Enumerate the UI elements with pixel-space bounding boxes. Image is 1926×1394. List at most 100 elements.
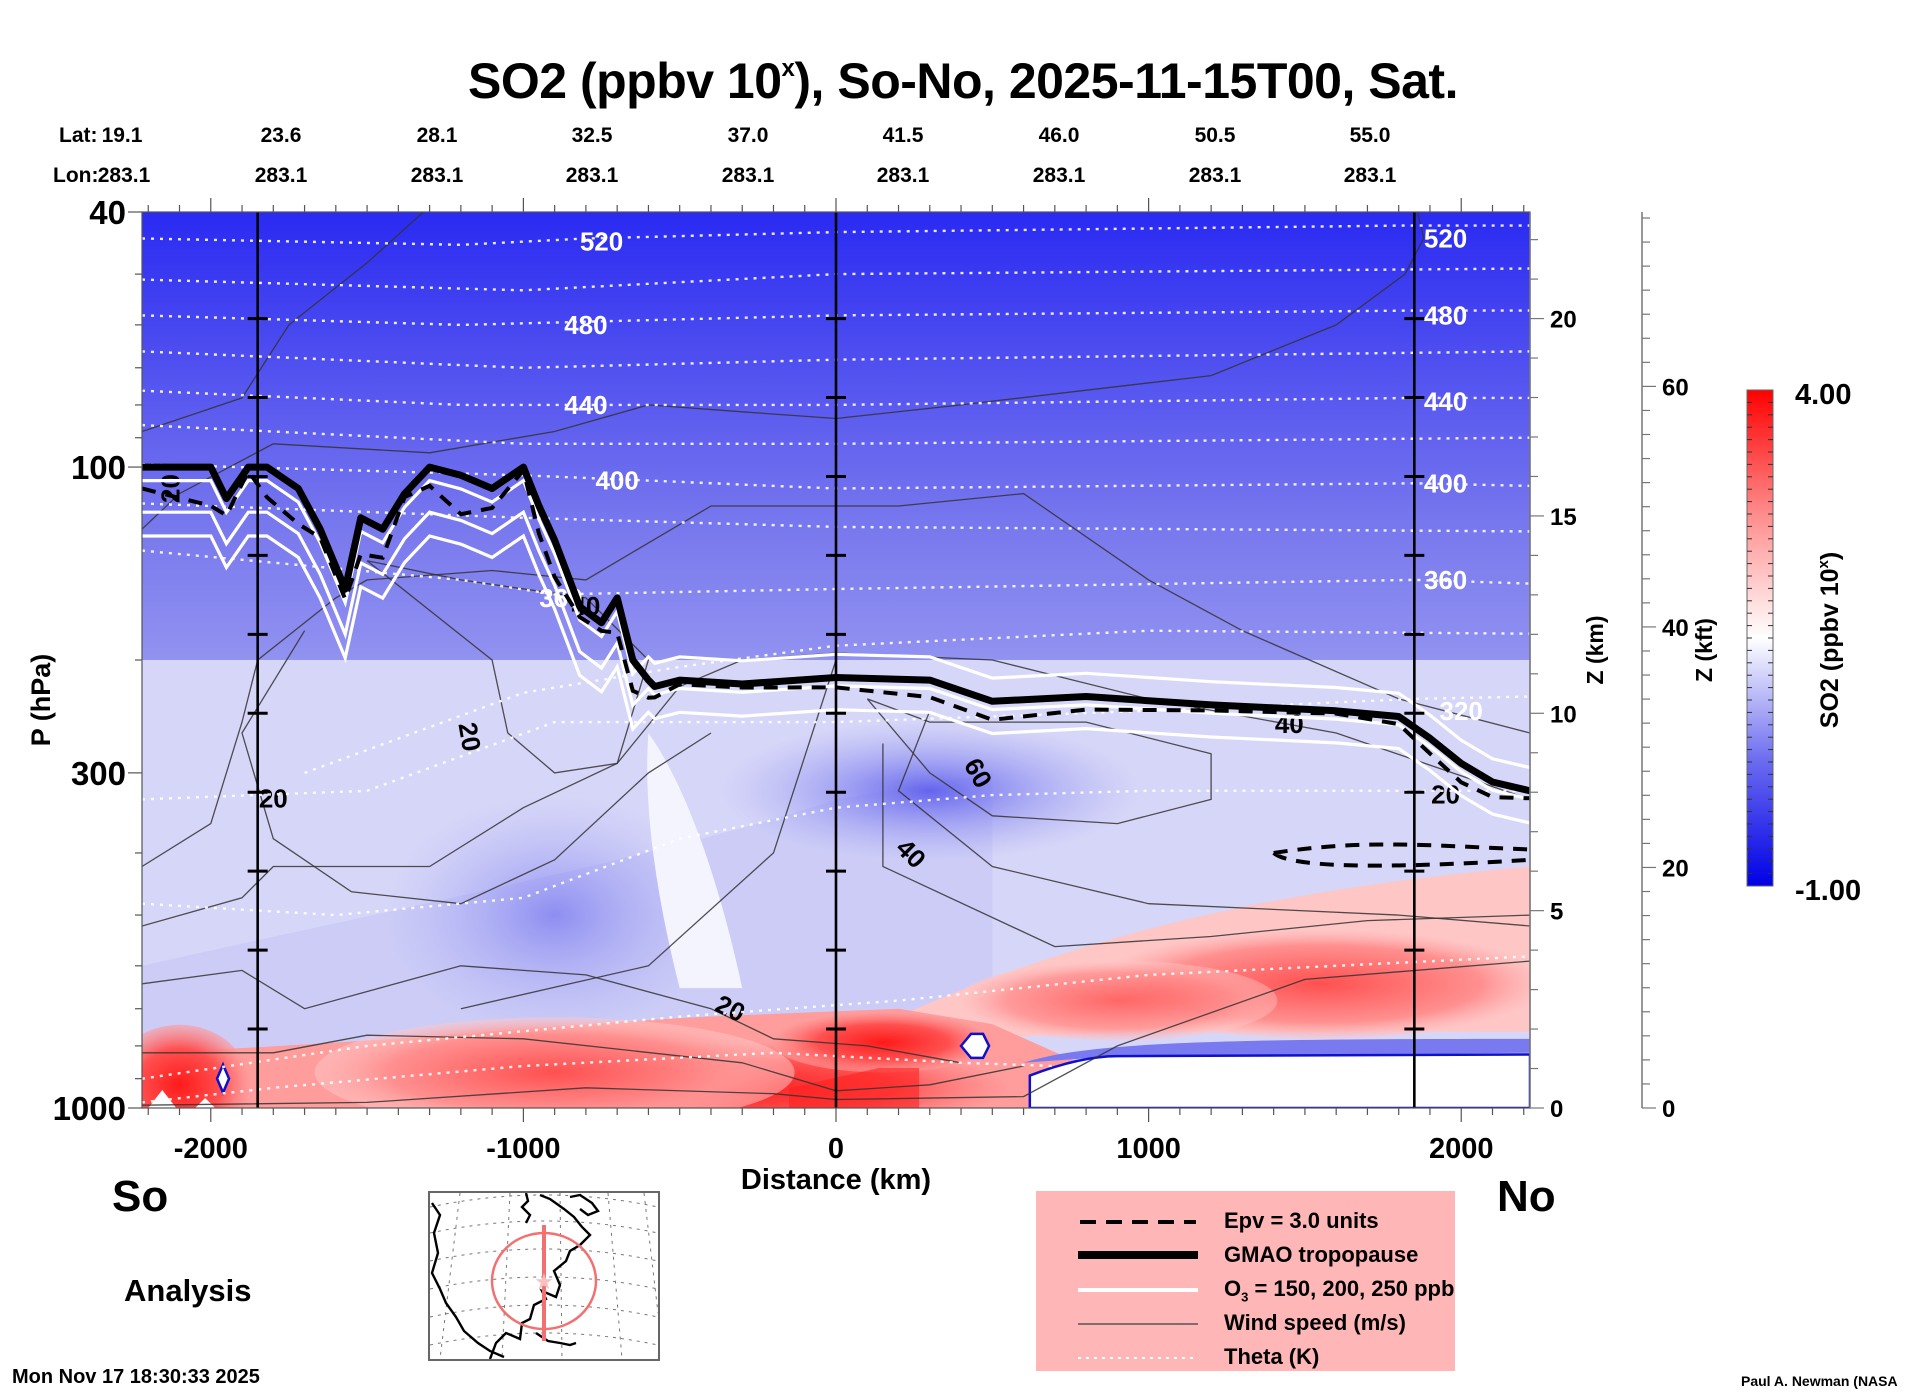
y-tick-label: 1000 bbox=[53, 1090, 126, 1127]
gmao-tropopause-line bbox=[142, 463, 1530, 795]
map-inset: ★ bbox=[428, 1191, 660, 1361]
legend: Epv = 3.0 units GMAO tropopause O3 = 150… bbox=[1036, 1191, 1455, 1371]
lon-value: 283.1 bbox=[1032, 164, 1086, 187]
zkft-axis-label: Z (kft) bbox=[1691, 618, 1717, 682]
missing-data-region bbox=[959, 1032, 991, 1060]
theta-contour-line bbox=[142, 1051, 1055, 1104]
ozone-contour-line bbox=[142, 533, 1530, 825]
wind-speed-contour bbox=[142, 1034, 1024, 1092]
x-tick-label: 2000 bbox=[1429, 1133, 1494, 1165]
lon-value: 283.1 bbox=[721, 164, 775, 187]
lat-value: 28.1 bbox=[416, 124, 458, 147]
theta-contour-line bbox=[142, 502, 1530, 533]
field-blob-low-so2 bbox=[719, 720, 1140, 861]
legend-text-epv: Epv = 3.0 units bbox=[1224, 1208, 1379, 1233]
legend-text-tropopause: GMAO tropopause bbox=[1224, 1242, 1419, 1267]
lon-value: 283.1 bbox=[1188, 164, 1242, 187]
legend-item-tropopause: GMAO tropopause bbox=[1036, 1239, 1455, 1273]
lon-value: 283.1 bbox=[1343, 164, 1397, 187]
chart-title: SO2 (ppbv 10x), So-No, 2025-11-15T00, Sa… bbox=[468, 53, 1458, 109]
x-axis-label: Distance (km) bbox=[740, 1164, 932, 1196]
wind-speed-contour bbox=[241, 630, 712, 905]
field-blob-high-so2 bbox=[772, 1012, 993, 1073]
legend-item-wind: Wind speed (m/s) bbox=[1036, 1307, 1455, 1341]
wind-contour-label: 20 bbox=[259, 784, 288, 814]
y-tick-label: 300 bbox=[71, 755, 126, 792]
legend-text-theta: Theta (K) bbox=[1224, 1344, 1320, 1369]
theta-contour-line bbox=[142, 955, 1530, 1080]
zkm-tick-label: 15 bbox=[1550, 504, 1577, 531]
colorbar-label-superscript: x bbox=[1815, 559, 1832, 568]
south-endpoint-label: So bbox=[112, 1172, 169, 1221]
lat-value: 19.1 bbox=[101, 124, 143, 147]
theta-contour-label: 440 bbox=[564, 390, 607, 420]
wind-contour-label: 20 bbox=[156, 474, 186, 503]
legend-text-wind: Wind speed (m/s) bbox=[1224, 1310, 1406, 1335]
legend-swatch-white bbox=[1078, 1288, 1198, 1292]
field-blob-high-so2 bbox=[314, 1017, 795, 1108]
theta-contour-label: 400 bbox=[1424, 468, 1467, 498]
lat-value: 32.5 bbox=[571, 124, 613, 147]
map-inset-graphic: ★ bbox=[429, 1192, 659, 1360]
lon-row-label: Lon: bbox=[53, 164, 99, 187]
lon-value: 283.1 bbox=[410, 164, 464, 187]
timestamp: Mon Nov 17 18:30:33 2025 bbox=[12, 1366, 260, 1388]
lat-value: 55.0 bbox=[1349, 124, 1391, 147]
theta-contour-label: 480 bbox=[564, 310, 607, 340]
wind-speed-contour bbox=[897, 710, 1530, 927]
wind-speed-contour bbox=[142, 212, 1425, 530]
colorbar-max-label: 4.00 bbox=[1795, 379, 1851, 411]
wind-speed-contour bbox=[460, 659, 837, 1010]
theta-contour-line bbox=[142, 224, 1530, 247]
y-tick-label: 100 bbox=[71, 449, 126, 486]
lat-value: 37.0 bbox=[727, 124, 769, 147]
field-blob-high-so2 bbox=[142, 1024, 250, 1108]
legend-item-ozone: O3 = 150, 200, 250 ppb bbox=[1036, 1273, 1455, 1307]
zkm-tick-label: 10 bbox=[1550, 701, 1577, 728]
theta-contour-label: 520 bbox=[1424, 224, 1467, 254]
y-tick-label: 40 bbox=[89, 194, 126, 231]
theta-contour-label: 480 bbox=[1424, 300, 1467, 330]
x-tick-label: 0 bbox=[828, 1133, 844, 1165]
theta-contour-label: 440 bbox=[1424, 386, 1467, 416]
missing-data-region bbox=[1028, 1053, 1530, 1108]
lat-value: 46.0 bbox=[1038, 124, 1080, 147]
colorbar-label-close: ) bbox=[1816, 552, 1844, 560]
lon-value: 283.1 bbox=[254, 164, 308, 187]
field-blob-high-so2 bbox=[957, 960, 1278, 1041]
wind-speed-contour bbox=[142, 212, 424, 433]
legend-item-epv: Epv = 3.0 units bbox=[1036, 1205, 1455, 1239]
author-credit: Paul A. Newman (NASA bbox=[1741, 1373, 1898, 1389]
wind-speed-contour bbox=[142, 492, 1530, 868]
lon-value: 283.1 bbox=[876, 164, 930, 187]
colorbar-label: SO2 (ppbv 10x) bbox=[1815, 552, 1844, 728]
lat-row-label: Lat: bbox=[59, 124, 98, 147]
legend-text-ozone: O3 = 150, 200, 250 ppb bbox=[1224, 1276, 1455, 1305]
legend-swatch-thin bbox=[1078, 1323, 1198, 1325]
wind-speed-contour bbox=[882, 743, 1530, 948]
missing-data-region bbox=[148, 1090, 216, 1108]
zkft-tick-label: 40 bbox=[1662, 615, 1689, 642]
lon-value: 283.1 bbox=[565, 164, 619, 187]
map-center-star-icon: ★ bbox=[534, 1269, 554, 1294]
theta-contour-label: 400 bbox=[595, 466, 638, 496]
lat-value: 23.6 bbox=[260, 124, 302, 147]
lat-value: 41.5 bbox=[882, 124, 924, 147]
theta-contour-label: 360 bbox=[1424, 565, 1467, 595]
theta-contour-line bbox=[142, 267, 1530, 292]
wind-contour-label: 20 bbox=[452, 720, 487, 754]
theta-contour-line bbox=[142, 423, 1530, 445]
zkm-tick-label: 20 bbox=[1550, 307, 1577, 334]
lon-value: 283.1 bbox=[97, 164, 151, 187]
theta-contour-label: 320 bbox=[1440, 696, 1483, 726]
colorbar-min-label: -1.00 bbox=[1795, 875, 1861, 907]
epv-contour-line bbox=[1272, 842, 1530, 868]
theta-contour-line bbox=[142, 350, 1530, 370]
zkm-axis-label: Z (km) bbox=[1582, 616, 1608, 685]
theta-contour-line bbox=[142, 695, 1530, 801]
ozone-contour-line bbox=[142, 509, 1530, 801]
zkm-tick-label: 5 bbox=[1550, 899, 1563, 926]
theta-contour-label: 280 bbox=[1440, 1057, 1483, 1087]
